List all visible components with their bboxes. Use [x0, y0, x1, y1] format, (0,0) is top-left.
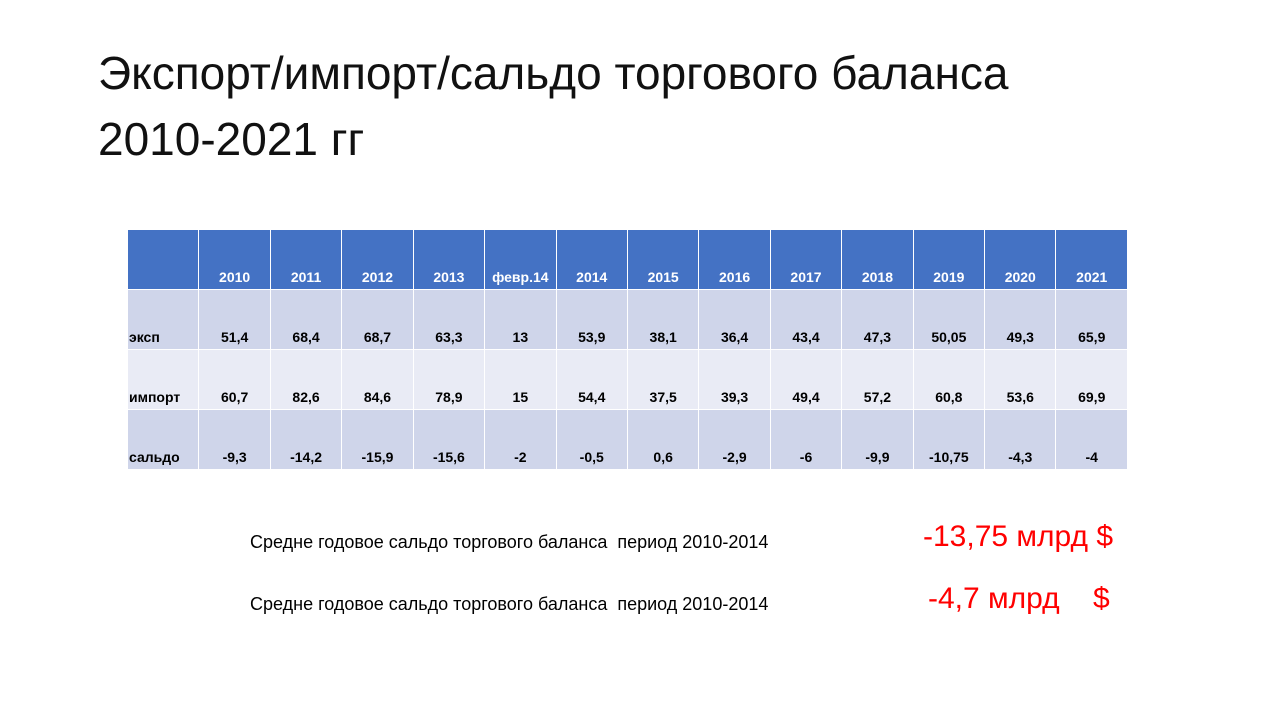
header-cell: 2016 — [698, 229, 771, 290]
table-cell: 57,2 — [841, 349, 914, 410]
table-cell: -14,2 — [269, 409, 343, 470]
header-cell — [126, 229, 200, 290]
table-cell: 82,6 — [269, 349, 343, 410]
table-cell: 68,4 — [269, 289, 343, 350]
table-cell: 47,3 — [841, 289, 914, 350]
table-cell: 69,9 — [1055, 349, 1128, 410]
table-cell: 68,7 — [341, 289, 414, 350]
table-cell: 50,05 — [912, 289, 986, 350]
table-row: сальдо -9,3 -14,2 -15,9 -15,6 -2 -0,5 0,6 -2,9 -6… — [126, 409, 1128, 470]
title: 2010-2021 гг — [98, 113, 365, 165]
table-cell: 38,1 — [626, 289, 700, 350]
header-cell: 2020 — [984, 229, 1057, 290]
table-cell: 63,3 — [412, 289, 486, 350]
header-cell: 2011 — [269, 229, 343, 290]
header-cell: 2017 — [769, 229, 843, 290]
table-cell: 84,6 — [341, 349, 414, 410]
table-cell: -15,6 — [412, 409, 486, 470]
table-cell: -4,3 — [984, 409, 1057, 470]
header-cell: 2021 — [1055, 229, 1128, 290]
table-cell: -4 — [1055, 409, 1128, 470]
table-row: эксп 51,4 68,4 68,7 63,3 13 53,9 38,1 36,4 43,4 47… — [126, 289, 1128, 350]
table-cell: 60,8 — [912, 349, 986, 410]
note-text: Средне годовое сальдо торгового баланса … — [250, 532, 769, 552]
table-cell: -9,3 — [198, 409, 271, 470]
table-row: импорт 60,7 82,6 84,6 78,9 15 54,4 37,5 39,3 49,4… — [126, 349, 1128, 410]
header-row: 2010 2011 2012 2013 февр.14 2014 2015 2016 2017 2… — [126, 229, 1128, 290]
note-value: -4,7 млрд $ — [928, 582, 1110, 615]
note-text: Средне годовое сальдо торгового баланса … — [250, 594, 769, 614]
table-cell: 53,6 — [984, 349, 1057, 410]
table-cell: 54,4 — [555, 349, 628, 410]
table-cell: 36,4 — [698, 289, 771, 350]
table-cell: 37,5 — [626, 349, 700, 410]
row-label: импорт — [126, 349, 200, 410]
table-cell: -6 — [769, 409, 843, 470]
table-cell: 15 — [484, 349, 557, 410]
table-cell: -10,75 — [912, 409, 986, 470]
table-cell: 43,4 — [769, 289, 843, 350]
header-cell: 2019 — [912, 229, 986, 290]
header-cell: 2015 — [626, 229, 700, 290]
table-cell: 60,7 — [198, 349, 271, 410]
table-cell: -0,5 — [555, 409, 628, 470]
table-cell: 49,3 — [984, 289, 1057, 350]
header-cell: 2013 — [412, 229, 486, 290]
table-cell: 49,4 — [769, 349, 843, 410]
table-cell: -2,9 — [698, 409, 771, 470]
header-cell: 2018 — [841, 229, 914, 290]
row-label: сальдо — [126, 409, 200, 470]
title: Экспорт/импорт/сальдо торгового баланса — [98, 47, 1009, 99]
data-table: 2010 2011 2012 2013 февр.14 2014 2015 2016 2017 2… — [126, 229, 1128, 470]
note-value: -13,75 млрд $ — [923, 520, 1114, 553]
table-cell: -15,9 — [341, 409, 414, 470]
table-cell: 0,6 — [626, 409, 700, 470]
table-cell: 78,9 — [412, 349, 486, 410]
table-cell: 13 — [484, 289, 557, 350]
table-cell: -9,9 — [841, 409, 914, 470]
table-cell: 51,4 — [198, 289, 271, 350]
table-cell: 65,9 — [1055, 289, 1128, 350]
table-cell: 39,3 — [698, 349, 771, 410]
table-cell: 53,9 — [555, 289, 628, 350]
row-label: эксп — [126, 289, 200, 350]
header-cell: 2012 — [341, 229, 414, 290]
header-cell: 2014 — [555, 229, 628, 290]
table-cell: -2 — [484, 409, 557, 470]
header-cell: февр.14 — [484, 229, 557, 290]
header-cell: 2010 — [198, 229, 271, 290]
